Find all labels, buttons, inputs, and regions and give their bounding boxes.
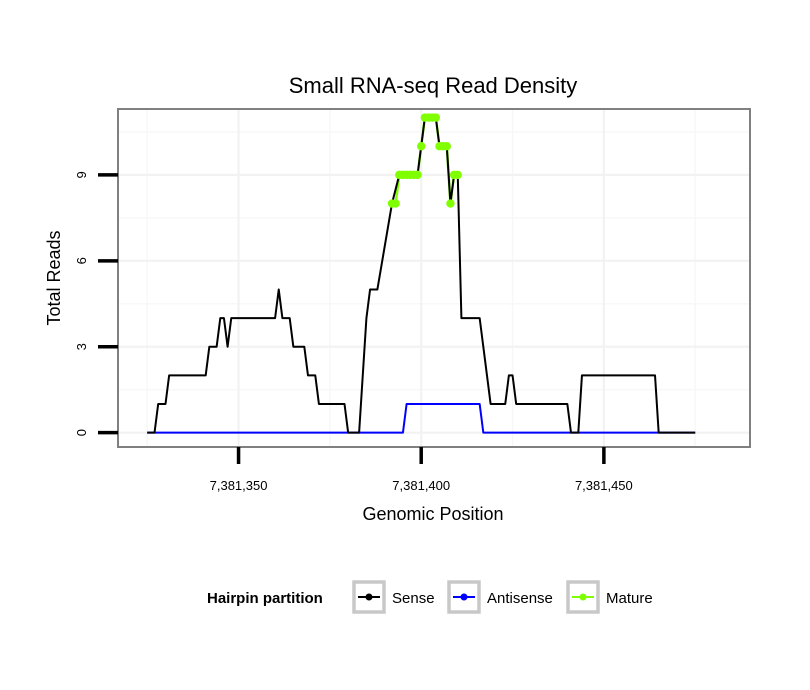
y-axis-title: Total Reads — [44, 230, 64, 325]
mature-points — [387, 113, 462, 208]
y-tick-label: 0 — [74, 429, 89, 436]
series-line-sense — [147, 116, 696, 434]
mature-point — [413, 170, 422, 180]
y-axis: 0 3 6 9 — [74, 171, 118, 436]
mature-point — [453, 170, 462, 180]
x-tick-label: 7,381,400 — [392, 478, 450, 493]
x-axis-title: Genomic Position — [362, 504, 503, 524]
chart-title: Small RNA-seq Read Density — [289, 73, 578, 98]
mature-point — [446, 199, 455, 208]
legend-key-point — [460, 593, 468, 601]
y-tick-label: 9 — [74, 171, 89, 178]
mature-point — [431, 113, 441, 122]
x-tick-label: 7,381,350 — [210, 478, 268, 493]
y-tick-label: 6 — [74, 257, 89, 264]
legend-key-point — [365, 593, 373, 601]
legend-title: Hairpin partition — [207, 590, 323, 607]
x-axis: 7,381,350 7,381,400 7,381,450 — [210, 447, 633, 493]
plot-border — [117, 108, 751, 448]
mature-point — [442, 142, 451, 151]
plot-panel — [117, 108, 751, 448]
grid-minor — [118, 109, 750, 447]
x-tick-label: 7,381,450 — [575, 478, 633, 493]
legend-label: Mature — [606, 590, 653, 607]
legend-entry-sense: Sense — [352, 580, 435, 614]
mature-point — [391, 199, 400, 208]
legend-key-point — [579, 593, 587, 601]
legend-label: Antisense — [487, 590, 553, 607]
series-line-antisense — [147, 403, 696, 434]
mature-point — [417, 142, 426, 151]
legend-entries: Sense Antisense Mature — [352, 580, 653, 614]
legend-label: Sense — [392, 590, 435, 607]
legend-entry-mature: Mature — [566, 580, 653, 614]
legend: Hairpin partition Sense Antisense Mature — [207, 580, 653, 614]
y-tick-label: 3 — [74, 343, 89, 350]
legend-entry-antisense: Antisense — [447, 580, 553, 614]
